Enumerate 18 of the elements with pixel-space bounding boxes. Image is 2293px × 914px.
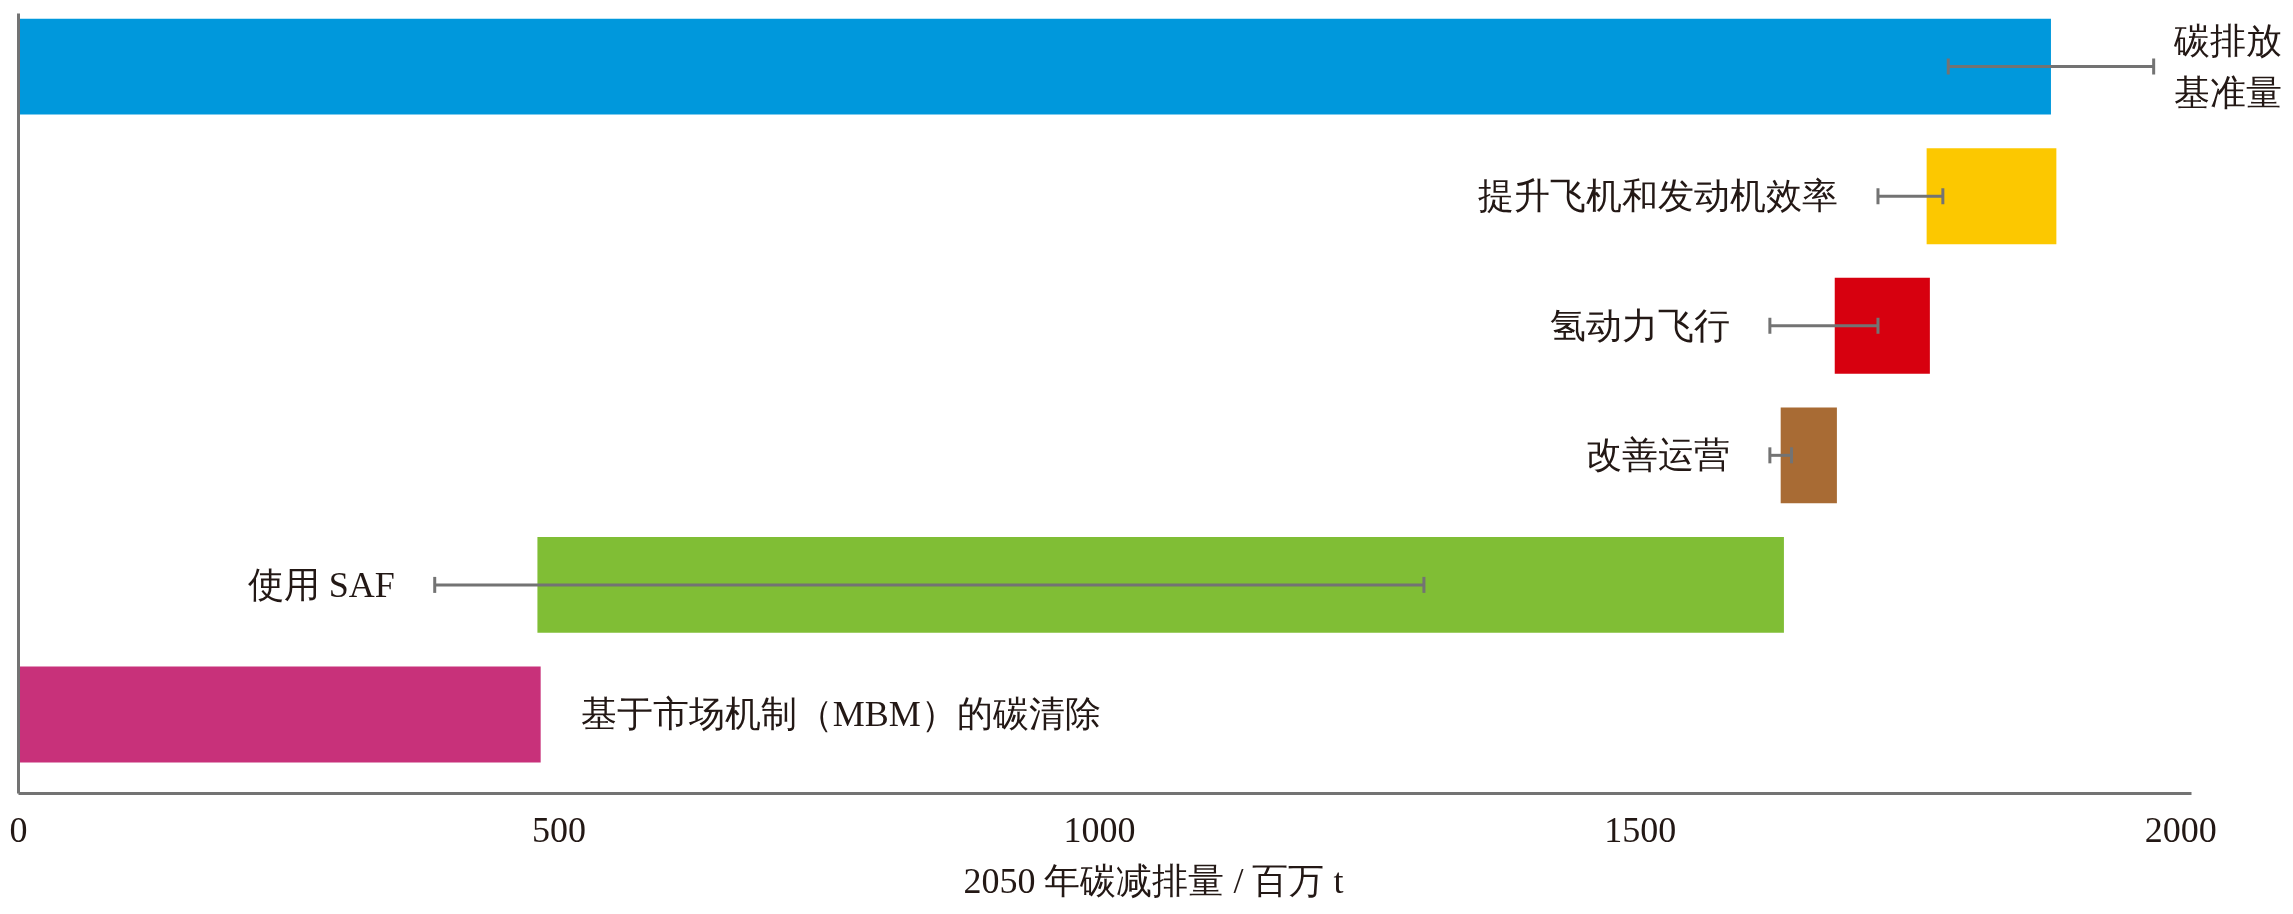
y-tick-label: 氢动力飞行 — [1549, 305, 1730, 346]
y-tick-label: 改善运营 — [1585, 435, 1730, 476]
bar — [18, 666, 541, 763]
bar — [537, 536, 1784, 633]
x-tick-label: 2000 — [2144, 809, 2217, 850]
y-tick-label: 使用 SAF — [247, 564, 395, 605]
x-tick-label: 1000 — [1063, 809, 1136, 850]
bar — [1780, 407, 1837, 504]
y-tick-label: 提升飞机和发动机效率 — [1477, 176, 1838, 217]
bar — [1834, 277, 1930, 374]
x-axis-title: 2050 年碳减排量 / 百万 t — [963, 860, 1344, 901]
x-tick-label: 500 — [532, 809, 587, 850]
x-tick-label: 0 — [9, 809, 28, 850]
bar — [1926, 148, 2057, 245]
x-tick-label: 1500 — [1604, 809, 1677, 850]
y-tick-label: 碳排放基准量 — [2172, 20, 2282, 113]
bar — [18, 18, 2051, 115]
y-tick-label: 基于市场机制（MBM）的碳清除 — [580, 694, 1101, 735]
